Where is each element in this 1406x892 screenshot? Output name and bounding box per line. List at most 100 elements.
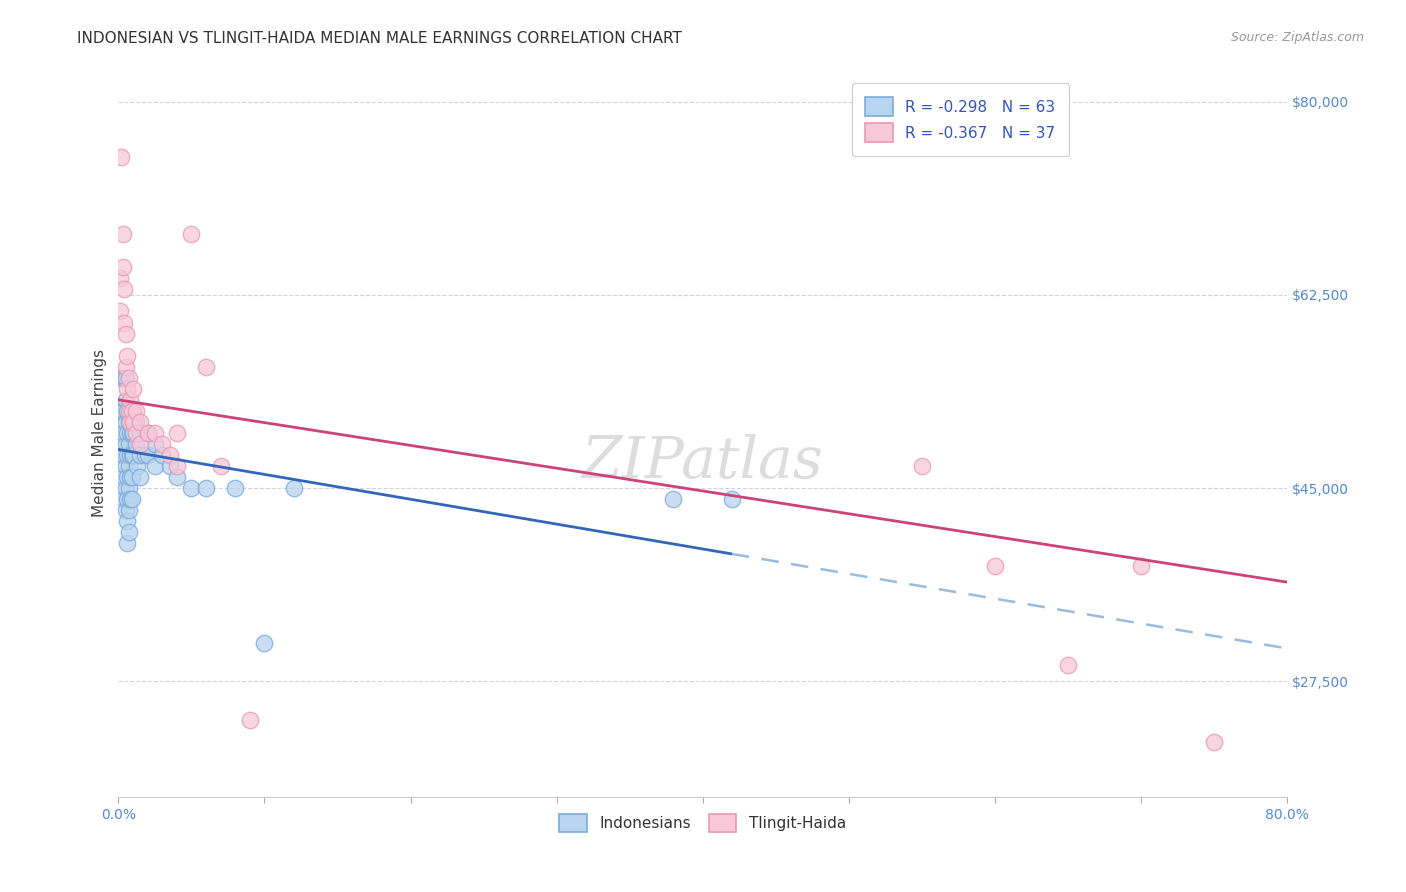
Point xyxy=(111,227,134,242)
Point xyxy=(114,437,136,451)
Point xyxy=(112,470,135,484)
Point xyxy=(125,415,148,429)
Point xyxy=(180,481,202,495)
Point xyxy=(118,503,141,517)
Point xyxy=(114,481,136,495)
Point xyxy=(129,425,152,440)
Point xyxy=(120,470,142,484)
Point xyxy=(114,370,136,384)
Point xyxy=(121,404,143,418)
Point xyxy=(136,448,159,462)
Point xyxy=(195,481,218,495)
Text: INDONESIAN VS TLINGIT-HAIDA MEDIAN MALE EARNINGS CORRELATION CHART: INDONESIAN VS TLINGIT-HAIDA MEDIAN MALE … xyxy=(77,31,682,46)
Point xyxy=(136,425,159,440)
Point xyxy=(224,481,246,495)
Point xyxy=(166,425,188,440)
Point xyxy=(112,370,135,384)
Point xyxy=(120,404,142,418)
Point xyxy=(125,404,148,418)
Point xyxy=(108,271,131,285)
Point xyxy=(121,425,143,440)
Point xyxy=(122,425,145,440)
Point xyxy=(115,404,138,418)
Point xyxy=(121,448,143,462)
Point xyxy=(120,392,142,407)
Point xyxy=(129,470,152,484)
Point xyxy=(108,304,131,318)
Point xyxy=(114,326,136,341)
Point xyxy=(122,382,145,396)
Point xyxy=(112,425,135,440)
Point xyxy=(115,470,138,484)
Point xyxy=(110,370,132,384)
Point xyxy=(121,492,143,507)
Point xyxy=(115,349,138,363)
Point xyxy=(134,448,156,462)
Point xyxy=(195,359,218,374)
Point xyxy=(143,425,166,440)
Point xyxy=(118,481,141,495)
Point xyxy=(121,470,143,484)
Point xyxy=(911,459,934,474)
Point xyxy=(110,404,132,418)
Point xyxy=(127,459,149,474)
Point xyxy=(114,503,136,517)
Point xyxy=(115,514,138,528)
Point xyxy=(112,282,135,296)
Point xyxy=(115,448,138,462)
Point xyxy=(120,492,142,507)
Point xyxy=(114,459,136,474)
Point xyxy=(125,425,148,440)
Point xyxy=(150,437,173,451)
Point xyxy=(721,492,744,507)
Point xyxy=(120,448,142,462)
Point xyxy=(118,415,141,429)
Point xyxy=(115,492,138,507)
Point xyxy=(122,404,145,418)
Point xyxy=(118,404,141,418)
Point xyxy=(114,359,136,374)
Point xyxy=(112,316,135,330)
Point xyxy=(111,425,134,440)
Point xyxy=(983,558,1005,573)
Point xyxy=(112,492,135,507)
Y-axis label: Median Male Earnings: Median Male Earnings xyxy=(93,349,107,517)
Point xyxy=(115,536,138,550)
Point xyxy=(120,425,142,440)
Point xyxy=(112,448,135,462)
Point xyxy=(111,260,134,275)
Point xyxy=(159,459,181,474)
Point xyxy=(283,481,305,495)
Point xyxy=(115,425,138,440)
Point xyxy=(111,448,134,462)
Text: Source: ZipAtlas.com: Source: ZipAtlas.com xyxy=(1230,31,1364,45)
Point xyxy=(209,459,232,474)
Point xyxy=(118,525,141,540)
Point xyxy=(143,459,166,474)
Point xyxy=(114,415,136,429)
Point xyxy=(118,437,141,451)
Point xyxy=(118,370,141,384)
Point xyxy=(1056,657,1078,672)
Point xyxy=(114,392,136,407)
Point xyxy=(166,470,188,484)
Point xyxy=(120,415,142,429)
Point xyxy=(150,448,173,462)
Point xyxy=(129,437,152,451)
Point xyxy=(159,448,181,462)
Point xyxy=(1129,558,1152,573)
Point xyxy=(115,382,138,396)
Point xyxy=(239,713,262,727)
Point xyxy=(253,636,276,650)
Point xyxy=(125,437,148,451)
Point xyxy=(118,459,141,474)
Point xyxy=(122,448,145,462)
Point xyxy=(166,459,188,474)
Point xyxy=(136,425,159,440)
Point xyxy=(662,492,685,507)
Point xyxy=(129,415,152,429)
Point xyxy=(112,404,135,418)
Text: ZIPatlas: ZIPatlas xyxy=(582,434,824,491)
Point xyxy=(129,448,152,462)
Point xyxy=(110,150,132,164)
